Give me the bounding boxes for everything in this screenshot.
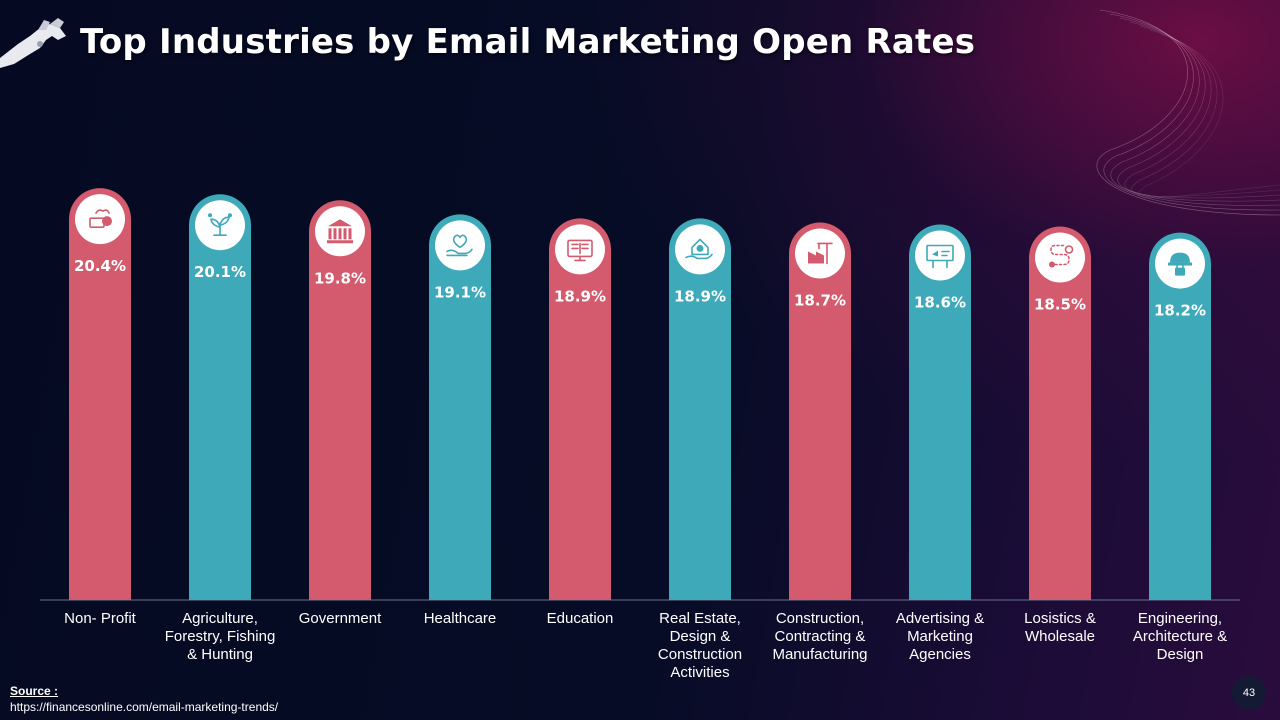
bar-group: 19.1% Healthcare <box>424 214 497 627</box>
bar <box>669 218 731 600</box>
category-label-line: Wholesale <box>1025 628 1095 645</box>
value-label: 19.8% <box>314 269 366 287</box>
category-label-line: Design <box>1157 646 1204 663</box>
bar-group: 18.9% Real Estate, Design & Construction Act… <box>658 218 742 681</box>
category-label-line: Architecture & <box>1133 628 1227 645</box>
category-label-line: Activities <box>670 664 729 681</box>
bar-group: 18.9% Education <box>547 218 614 627</box>
category-label-line: Design & <box>670 628 731 645</box>
bar <box>189 194 251 600</box>
bar-group: 18.7% Construction, Contracting & Manufactu… <box>772 222 868 663</box>
robot-hand-logo-icon <box>0 18 66 68</box>
bar-group: 18.5% Losistics & Wholesale <box>1024 226 1096 645</box>
category-label: Non- Profit <box>64 610 137 627</box>
category-label: Education <box>547 610 614 627</box>
government-building-icon <box>327 219 353 244</box>
bar-group: 20.4% Non- Profit <box>64 188 137 627</box>
value-label: 18.6% <box>914 293 966 311</box>
category-label: Advertising & Marketing Agencies <box>896 610 984 663</box>
category-label: Losistics & Wholesale <box>1024 610 1096 645</box>
icon-circle <box>795 228 845 279</box>
category-label-line: Non- Profit <box>64 610 137 627</box>
agriculture-plant-icon <box>208 213 232 237</box>
bar <box>1029 226 1091 600</box>
category-label-line: Construction, <box>776 610 864 627</box>
category-label-line: Engineering, <box>1138 610 1222 627</box>
logistics-route-icon <box>1049 244 1074 268</box>
category-label-line: & Hunting <box>187 646 253 663</box>
bar-group: 18.2% Engineering, Architecture & Design <box>1133 232 1227 663</box>
category-label-line: Losistics & <box>1024 610 1096 627</box>
bar <box>69 188 131 600</box>
category-label: Construction, Contracting & Manufacturing <box>772 610 867 663</box>
bar <box>309 200 371 600</box>
bar-group: 19.8% Government <box>299 200 382 627</box>
category-label: Government <box>299 610 382 627</box>
category-label-line: Healthcare <box>424 610 497 627</box>
icon-circle <box>1035 232 1085 283</box>
construction-factory-icon <box>808 242 833 265</box>
category-label-line: Agencies <box>909 646 971 663</box>
bar <box>1149 232 1211 600</box>
value-label: 20.4% <box>74 257 126 275</box>
donation-icon <box>89 209 112 228</box>
page-title: Top Industries by Email Marketing Open R… <box>80 22 976 62</box>
education-book-icon <box>567 239 593 262</box>
value-label: 18.7% <box>794 291 846 309</box>
category-label-line: Marketing <box>907 628 973 645</box>
real-estate-house-icon <box>685 238 713 260</box>
category-label: Healthcare <box>424 610 497 627</box>
category-label-line: Government <box>299 610 382 627</box>
bar-group: 20.1% Agriculture, Forestry, Fishing & Hunt… <box>165 194 276 663</box>
category-label-line: Real Estate, <box>659 610 741 627</box>
value-label: 18.9% <box>674 287 726 305</box>
value-label: 18.2% <box>1154 302 1206 320</box>
source-label: Source : <box>10 684 59 698</box>
category-label-line: Contracting & <box>775 628 866 645</box>
value-label: 20.1% <box>194 263 246 281</box>
icon-circle <box>435 220 485 271</box>
category-label: Real Estate, Design & Construction Activiti… <box>658 610 742 681</box>
value-label: 18.5% <box>1034 296 1086 314</box>
healthcare-heart-icon <box>446 234 473 257</box>
bar <box>429 214 491 600</box>
value-label: 19.1% <box>434 283 486 301</box>
engineering-helmet-icon <box>1168 252 1192 276</box>
bar <box>909 224 971 600</box>
advertising-billboard-icon <box>926 244 954 269</box>
category-label: Agriculture, Forestry, Fishing & Hunting <box>165 610 276 663</box>
category-label: Engineering, Architecture & Design <box>1133 610 1227 663</box>
icon-circle <box>915 230 965 281</box>
category-label-line: Education <box>547 610 614 627</box>
icon-circle <box>75 194 125 245</box>
category-label-line: Forestry, Fishing <box>165 628 276 645</box>
bar <box>549 218 611 600</box>
category-label-line: Construction <box>658 646 742 663</box>
category-label-line: Agriculture, <box>182 610 258 627</box>
source-url: https://financesonline.com/email-marketi… <box>10 700 279 714</box>
bar-group: 18.6% Advertising & Marketing Agencies <box>896 224 984 663</box>
bar <box>789 222 851 600</box>
value-label: 18.9% <box>554 287 606 305</box>
category-label-line: Manufacturing <box>772 646 867 663</box>
category-label-line: Advertising & <box>896 610 984 627</box>
page-number-badge: 43 <box>1232 676 1266 710</box>
